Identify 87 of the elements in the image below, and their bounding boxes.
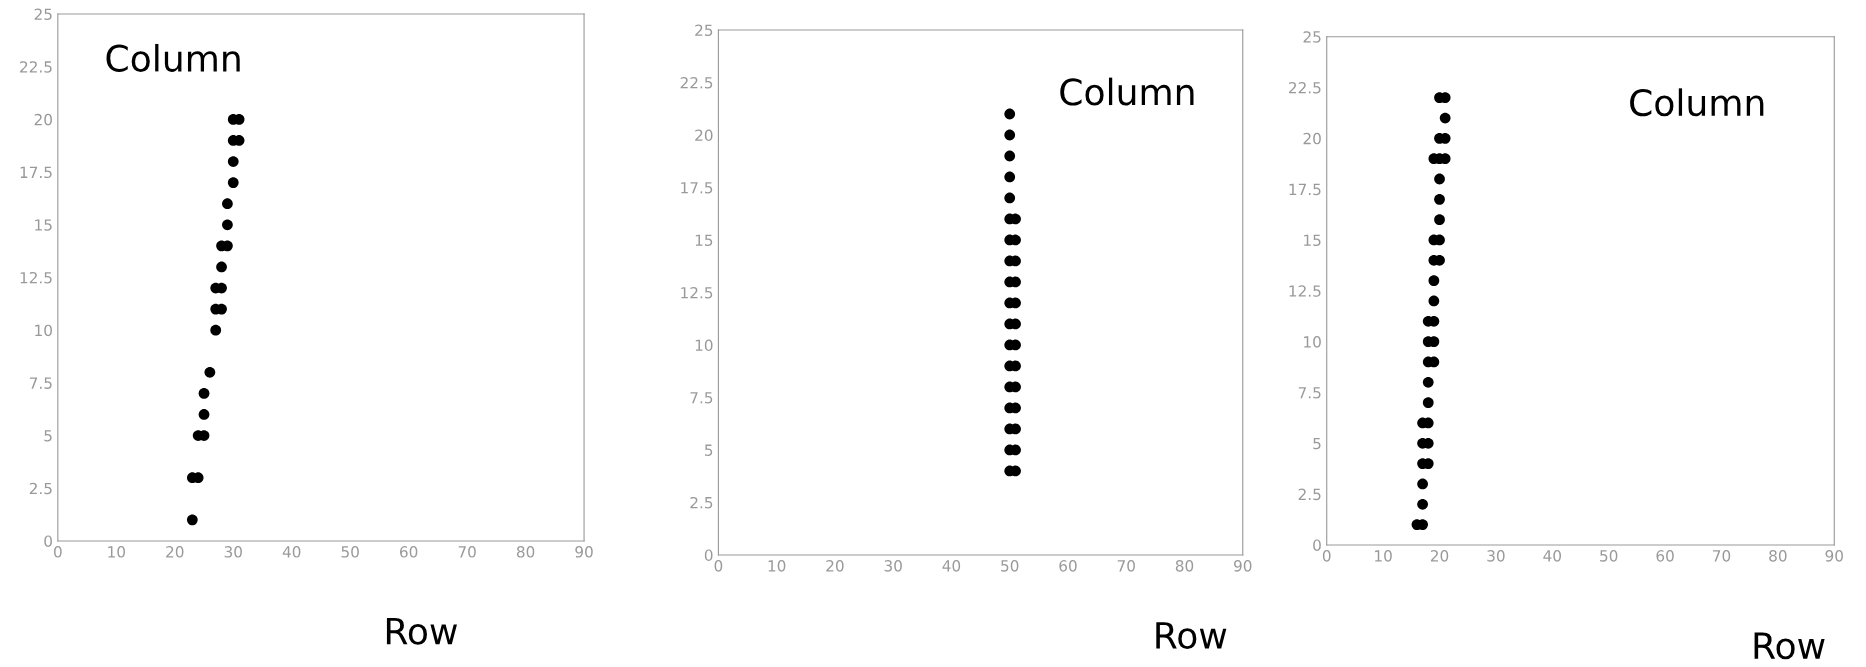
y-tick-label: 0 — [44, 535, 52, 547]
x-tick-label: 30 — [1487, 550, 1505, 562]
x-tick-label: 80 — [1769, 550, 1787, 562]
point — [1422, 397, 1434, 409]
y-tick-label: 2.5 — [29, 482, 52, 495]
point — [1439, 112, 1451, 124]
x-tick-label: 0 — [53, 546, 62, 558]
x-tick-label: 40 — [1543, 550, 1562, 562]
x-tick-label: 20 — [166, 546, 184, 558]
x-axis-title: Row — [1156, 622, 1227, 650]
y-tick-label: 15 — [1304, 234, 1321, 247]
y-tick-label: 25 — [1303, 31, 1321, 43]
point — [204, 366, 216, 378]
x-tick-label: 70 — [458, 546, 476, 558]
point — [216, 261, 227, 273]
y-tick-label: 5 — [1313, 437, 1321, 450]
y-tick-label: 25 — [34, 8, 52, 21]
y-tick-label: 15 — [695, 234, 713, 247]
point — [1434, 193, 1445, 205]
y-tick-label: 12.5 — [1289, 285, 1321, 297]
x-tick-label: 20 — [826, 560, 844, 572]
y-tick-label: 5 — [705, 444, 713, 456]
x-tick-label: 90 — [1825, 550, 1843, 562]
y-tick-label: 7.5 — [29, 377, 52, 389]
x-tick-label: 40 — [282, 546, 301, 558]
x-tick-label: 30 — [884, 560, 902, 572]
x-tick-label: 70 — [1713, 550, 1731, 562]
point — [186, 514, 198, 526]
y-tick-label: 15 — [35, 219, 52, 231]
y-tick-label: 25 — [695, 24, 713, 37]
y-tick-label: 22.5 — [680, 76, 713, 89]
y-axis-title: Column — [1060, 77, 1194, 106]
y-tick-label: 10 — [1304, 336, 1321, 348]
x-tick-label: 70 — [1117, 560, 1135, 572]
y-tick-label: 10 — [35, 324, 52, 337]
x-tick-label: 60 — [400, 546, 418, 558]
point — [1428, 295, 1440, 307]
x-tick-label: 30 — [224, 546, 242, 558]
point — [1428, 275, 1440, 287]
point — [1434, 214, 1445, 226]
y-tick-label: 2.5 — [690, 496, 713, 509]
x-tick-label: 10 — [108, 546, 126, 558]
y-tick-label: 5 — [44, 430, 52, 442]
x-tick-label: 10 — [1375, 550, 1392, 562]
x-tick-label: 90 — [575, 546, 593, 558]
point — [227, 156, 239, 167]
point — [198, 388, 210, 399]
point — [1417, 498, 1428, 510]
y-tick-label: 7.5 — [1298, 387, 1321, 399]
x-tick-label: 60 — [1059, 560, 1077, 572]
point — [227, 177, 239, 188]
y-axis-title: Column — [106, 43, 240, 72]
y-tick-label: 7.5 — [690, 392, 713, 404]
y-tick-label: 20 — [34, 113, 52, 126]
x-axis-title: Row — [1754, 632, 1825, 660]
x-tick-label: 80 — [516, 546, 535, 558]
x-axis-title: Row — [386, 617, 457, 645]
point — [198, 409, 210, 420]
y-tick-label: 12.5 — [681, 286, 713, 299]
x-tick-label: 10 — [768, 560, 786, 572]
point — [222, 219, 233, 231]
y-tick-label: 20 — [695, 129, 713, 142]
x-tick-label: 90 — [1234, 560, 1252, 572]
y-tick-label: 12.5 — [20, 271, 52, 284]
point — [210, 324, 222, 336]
y-axis-title: Column — [1630, 88, 1764, 117]
y-tick-label: 22.5 — [1288, 81, 1321, 94]
x-tick-label: 50 — [1600, 550, 1618, 562]
y-tick-label: 2.5 — [1298, 488, 1321, 501]
y-tick-label: 22.5 — [20, 61, 52, 73]
x-tick-label: 0 — [714, 560, 723, 572]
x-tick-label: 50 — [341, 546, 359, 558]
y-tick-label: 20 — [1303, 132, 1321, 145]
point — [1417, 478, 1428, 490]
x-tick-label: 80 — [1175, 560, 1194, 572]
x-tick-label: 60 — [1656, 550, 1674, 562]
y-tick-label: 10 — [695, 339, 713, 351]
x-tick-label: 0 — [1322, 550, 1331, 562]
x-tick-label: 20 — [1430, 550, 1449, 562]
x-tick-label: 50 — [1001, 560, 1019, 572]
y-tick-label: 17.5 — [681, 182, 713, 194]
point — [1434, 173, 1445, 185]
point — [222, 198, 233, 210]
point — [1422, 376, 1434, 388]
y-tick-label: 17.5 — [1289, 183, 1321, 196]
y-tick-label: 17.5 — [20, 166, 52, 179]
x-tick-label: 40 — [942, 560, 961, 572]
